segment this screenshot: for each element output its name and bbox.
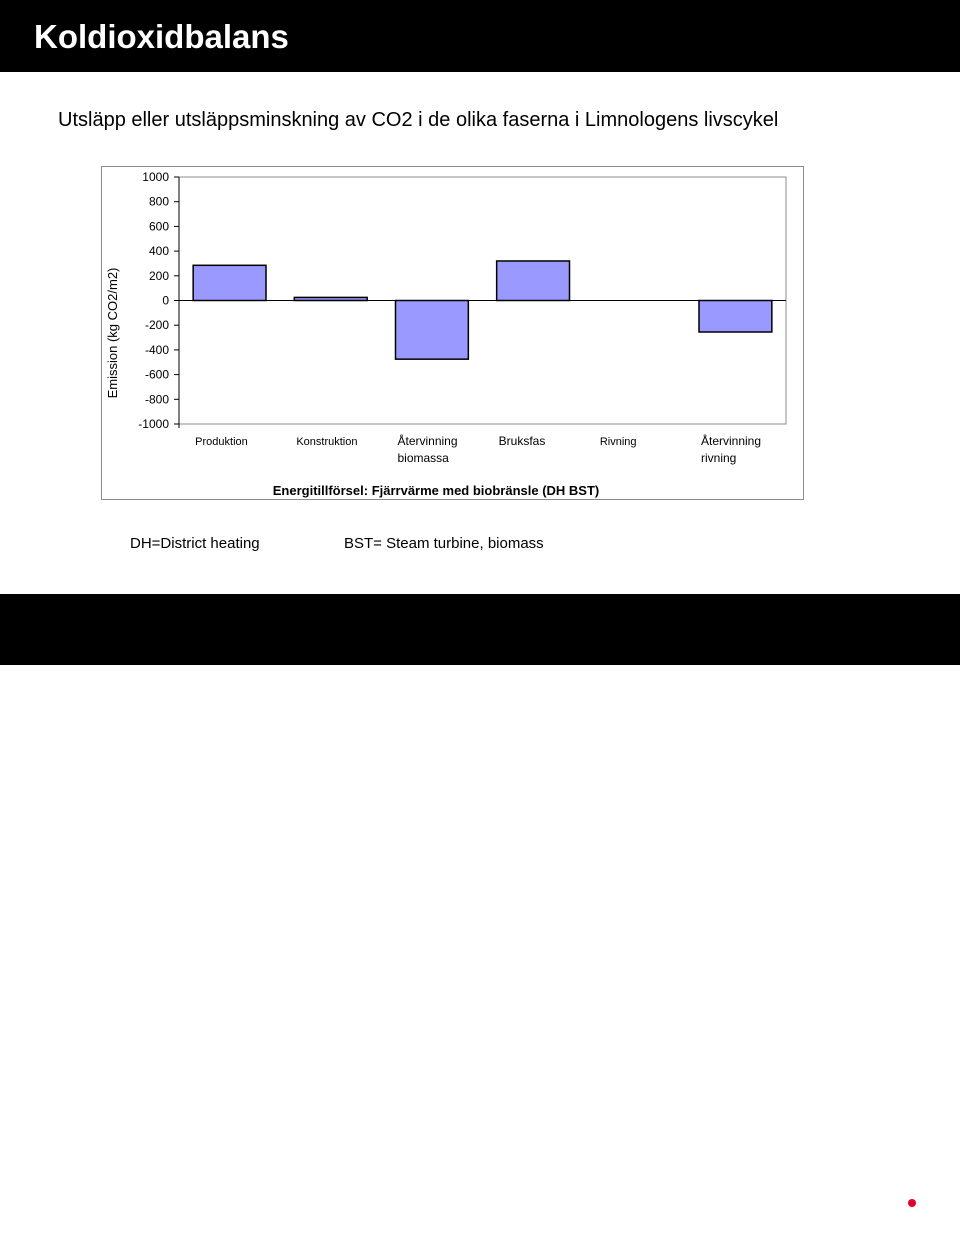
- y-tick-label: 200: [149, 269, 169, 283]
- x-tick-label: Produktion: [195, 436, 248, 448]
- y-tick-label: -800: [145, 392, 169, 406]
- footnote-bst: BST= Steam turbine, biomass: [344, 535, 544, 552]
- x-axis-label: Energitillförsel: Fjärrvärme med biobrän…: [273, 483, 600, 498]
- bar: [293, 296, 368, 302]
- x-tick-label: Bruksfas: [499, 434, 546, 448]
- y-tick-label: 600: [149, 219, 169, 233]
- chart-svg: 1000 800 600 400 200 0 -200 -400 -600 -800 -1000 Pr…: [105, 170, 787, 498]
- y-tick-label: 800: [149, 195, 169, 209]
- y-tick-label: -600: [145, 368, 169, 382]
- x-tick-label: Återvinning: [701, 433, 761, 448]
- y-tick-label: -200: [145, 318, 169, 332]
- sweco-logo-text: SWECO: [795, 1214, 891, 1238]
- bar: [394, 299, 470, 360]
- bar: [495, 260, 571, 302]
- chart-subtitle: Utsläpp eller utsläppsminskning av CO2 i…: [58, 109, 779, 131]
- sweco-logo-icon: [888, 1199, 920, 1237]
- x-tick-label: Rivning: [600, 436, 637, 448]
- bar: [192, 264, 267, 302]
- page-title: Koldioxidbalans: [34, 18, 289, 55]
- y-tick-label: 400: [149, 244, 169, 258]
- chart-frame: [101, 166, 804, 500]
- footnote-dh: DH=District heating: [130, 535, 260, 552]
- x-tick-label: Återvinning: [397, 433, 457, 448]
- y-tick-label: -400: [145, 343, 169, 357]
- y-tick-label: -1000: [138, 417, 169, 431]
- y-tick-label: 0: [162, 294, 169, 308]
- header-bar: Koldioxidbalans: [0, 0, 960, 72]
- bar: [698, 299, 773, 333]
- x-tick-label: Konstruktion: [296, 436, 357, 448]
- y-axis-label: Emission (kg CO2/m2): [105, 268, 120, 399]
- x-tick-label: rivning: [701, 451, 736, 465]
- footer-bar: SWECO: [0, 594, 960, 1238]
- x-tick-label: biomassa: [397, 451, 449, 465]
- y-tick-label: 1000: [142, 170, 169, 184]
